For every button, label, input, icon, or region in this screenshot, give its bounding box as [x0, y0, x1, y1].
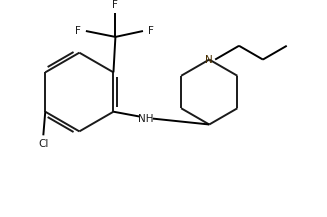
Text: N: N [205, 54, 213, 64]
Text: F: F [148, 26, 154, 36]
Text: F: F [112, 0, 118, 10]
Text: F: F [75, 26, 81, 36]
Text: Cl: Cl [38, 139, 48, 149]
Text: NH: NH [138, 113, 154, 124]
